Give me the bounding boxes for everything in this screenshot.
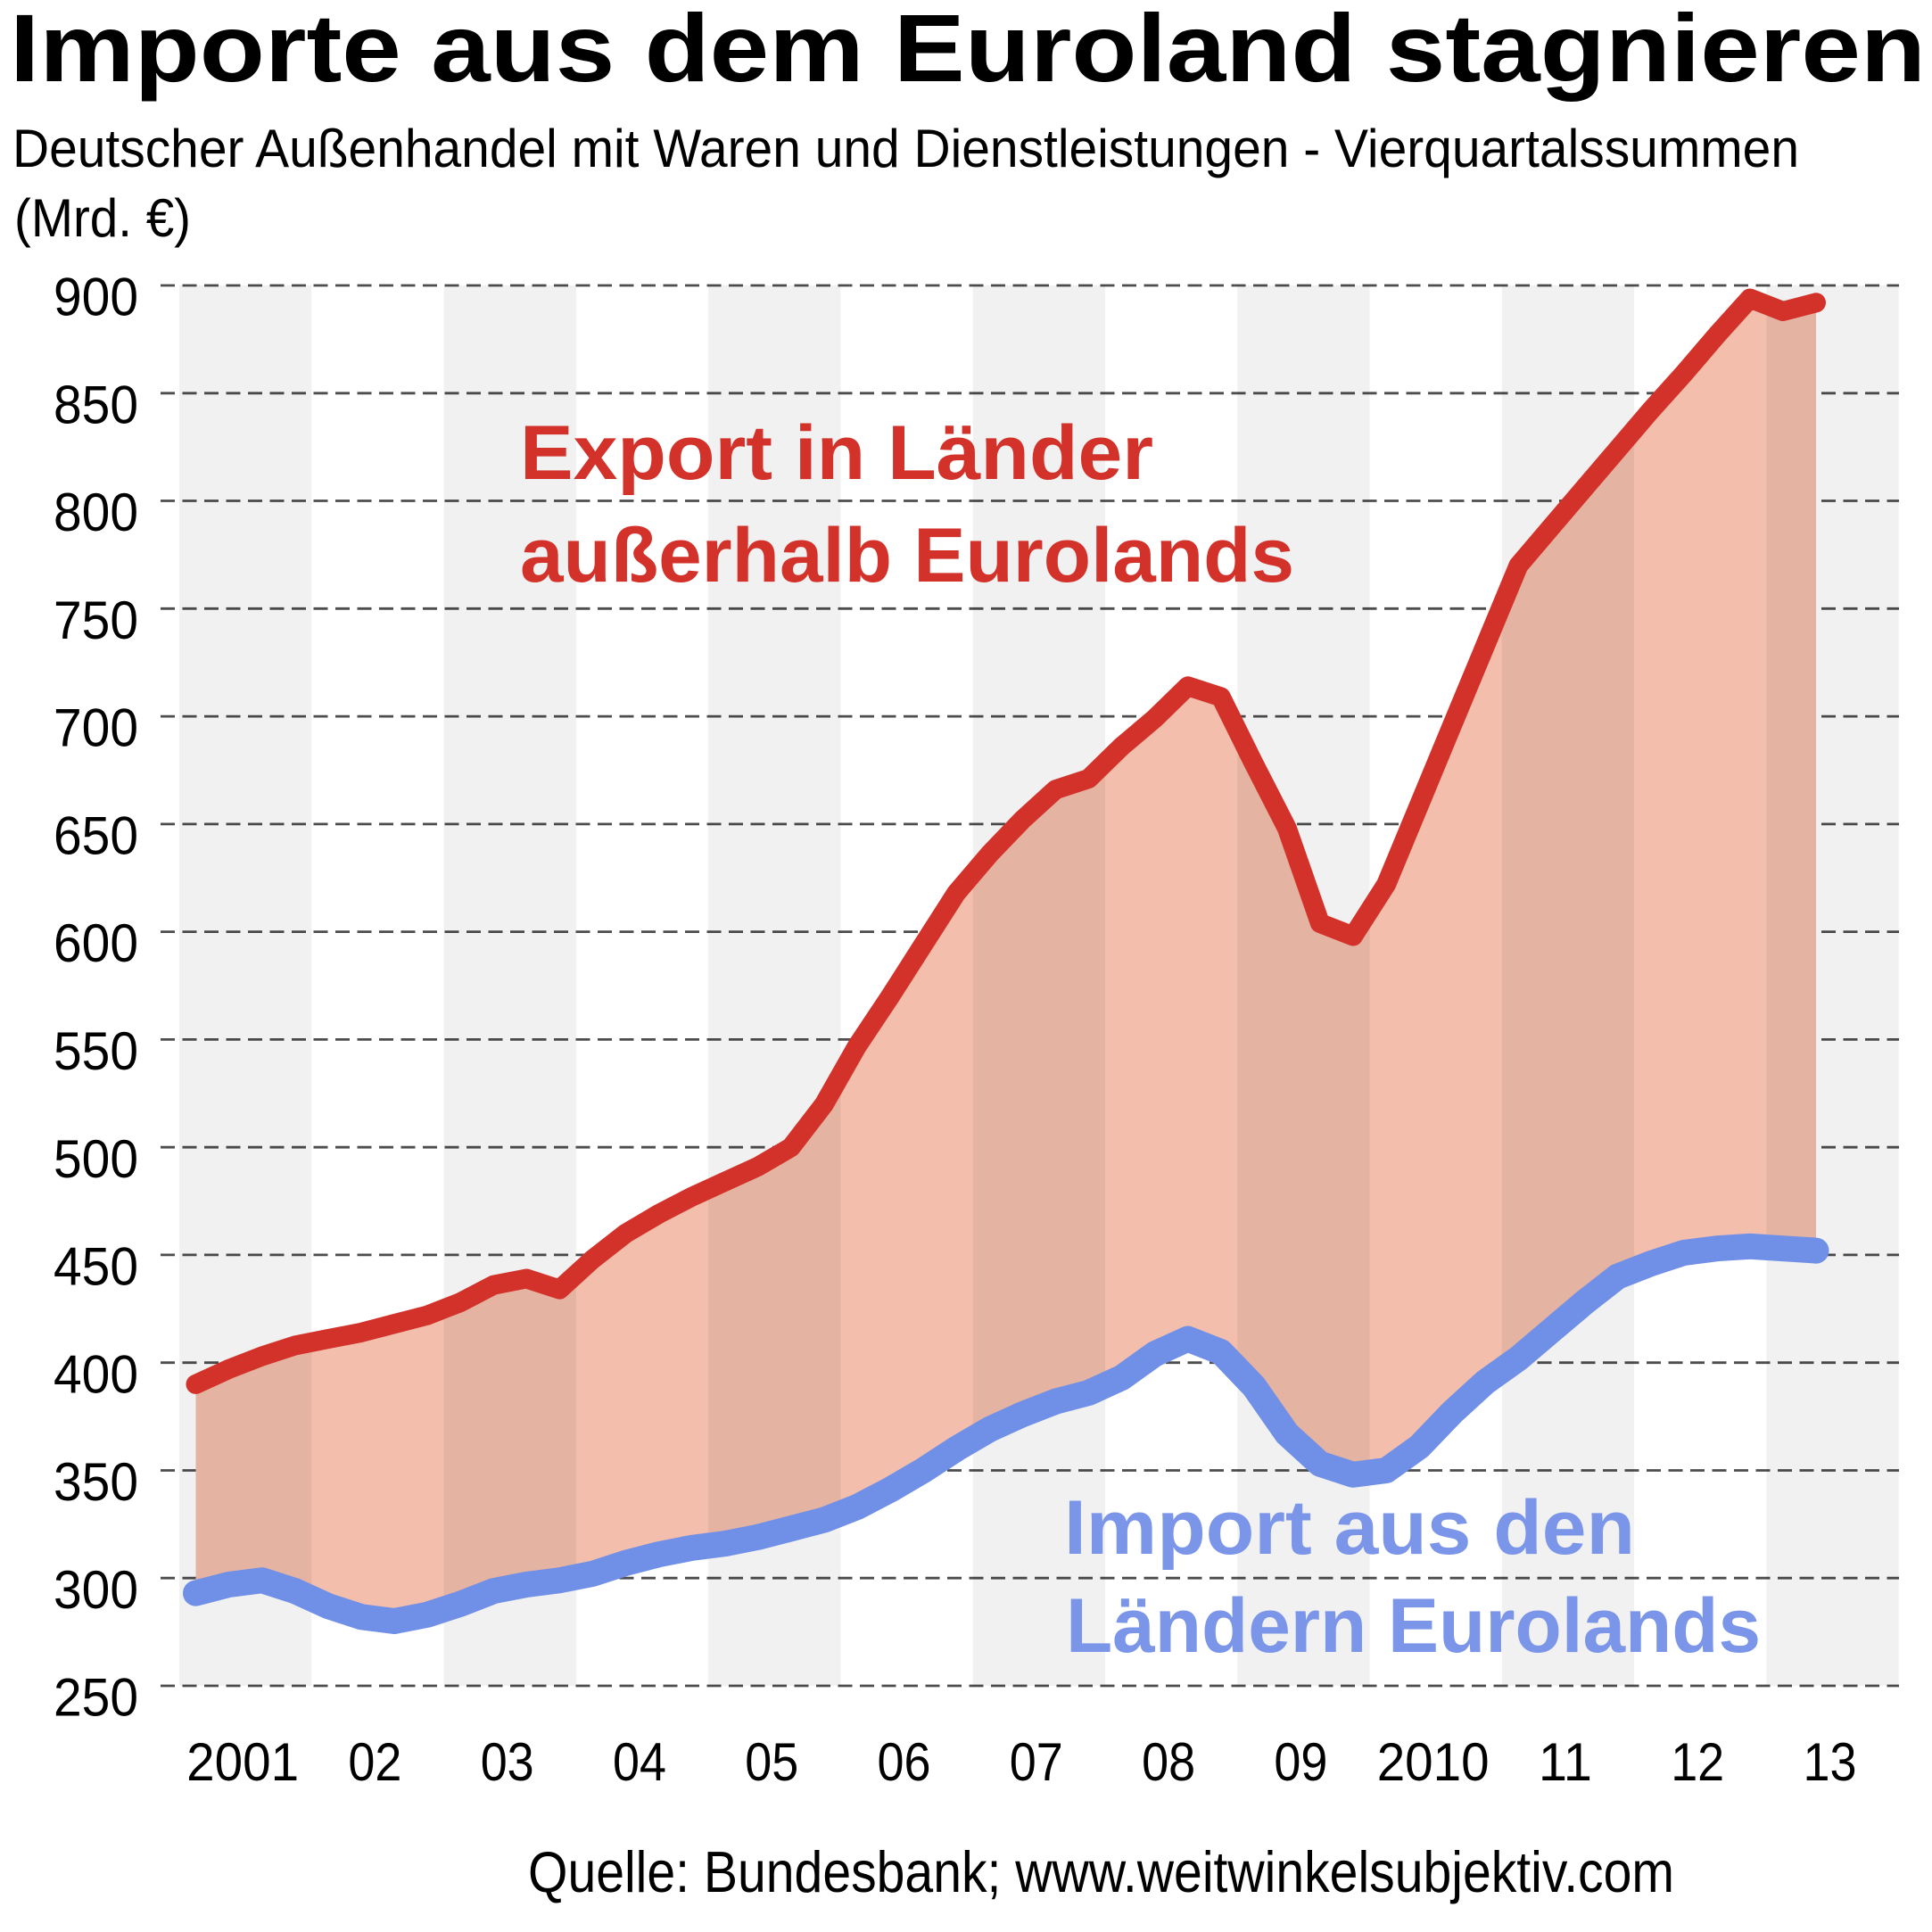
svg-text:400: 400 [54, 1344, 138, 1404]
svg-text:13: 13 [1804, 1732, 1857, 1792]
svg-text:Import aus den: Import aus den [1064, 1485, 1635, 1571]
svg-text:09: 09 [1274, 1732, 1327, 1792]
svg-text:12: 12 [1671, 1732, 1724, 1792]
svg-text:Deutscher Außenhandel mit Ware: Deutscher Außenhandel mit Waren und Dien… [12, 119, 1799, 178]
svg-text:500: 500 [54, 1129, 138, 1189]
svg-text:08: 08 [1142, 1732, 1195, 1792]
svg-text:600: 600 [54, 913, 138, 973]
svg-text:(Mrd. €): (Mrd. €) [14, 188, 191, 248]
svg-text:Importe aus dem Euroland stagn: Importe aus dem Euroland stagnieren [10, 0, 1926, 102]
svg-text:11: 11 [1539, 1732, 1592, 1792]
svg-text:850: 850 [54, 375, 138, 434]
svg-text:700: 700 [54, 698, 138, 758]
svg-text:03: 03 [481, 1732, 534, 1792]
svg-text:300: 300 [54, 1560, 138, 1620]
svg-text:2001: 2001 [186, 1732, 299, 1792]
svg-text:02: 02 [348, 1732, 401, 1792]
svg-text:05: 05 [745, 1732, 798, 1792]
svg-text:450: 450 [54, 1237, 138, 1297]
svg-text:900: 900 [54, 268, 138, 327]
svg-text:800: 800 [54, 483, 138, 542]
svg-text:außerhalb Eurolands: außerhalb Eurolands [520, 513, 1294, 599]
svg-text:350: 350 [54, 1452, 138, 1512]
svg-text:07: 07 [1010, 1732, 1063, 1792]
svg-text:Ländern Eurolands: Ländern Eurolands [1066, 1583, 1761, 1669]
svg-text:04: 04 [613, 1732, 666, 1792]
svg-text:Quelle: Bundesbank; www.weitwi: Quelle: Bundesbank; www.weitwinkelsubjek… [528, 1839, 1674, 1904]
svg-text:550: 550 [54, 1021, 138, 1081]
svg-text:750: 750 [54, 590, 138, 650]
svg-text:250: 250 [54, 1668, 138, 1728]
svg-text:Export in Länder: Export in Länder [520, 410, 1153, 496]
svg-text:06: 06 [878, 1732, 931, 1792]
svg-text:2010: 2010 [1377, 1732, 1490, 1792]
svg-text:650: 650 [54, 806, 138, 866]
